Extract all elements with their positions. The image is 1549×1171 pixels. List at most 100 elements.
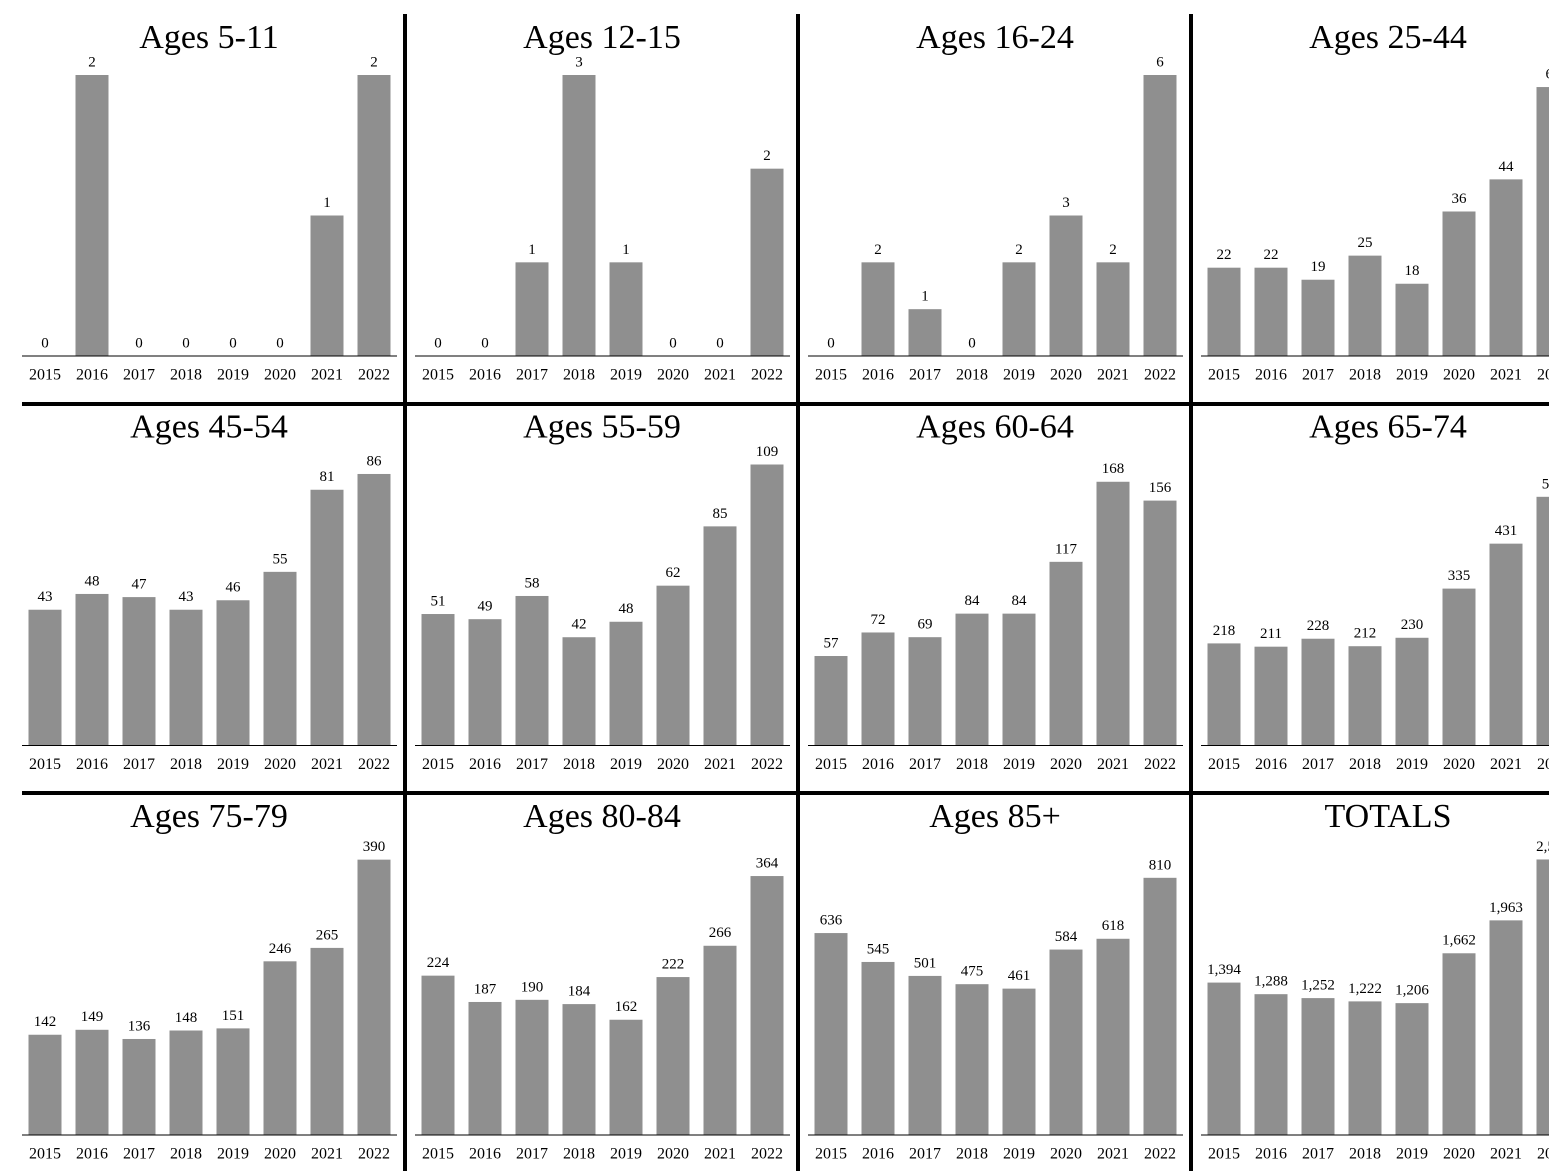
value-label: 2	[763, 148, 771, 164]
value-label: 265	[316, 927, 339, 943]
bar	[750, 464, 784, 746]
value-label: 1,963	[1489, 900, 1523, 916]
value-label: 62	[666, 565, 681, 581]
x-tick-label: 2022	[358, 756, 390, 773]
bar	[1254, 646, 1288, 746]
x-tick-label: 2020	[1443, 756, 1475, 773]
bar	[1096, 262, 1130, 356]
bar	[609, 1019, 643, 1135]
x-tick-label: 2021	[311, 367, 343, 384]
value-label: 1	[921, 289, 929, 305]
bar	[1143, 500, 1177, 746]
value-label: 211	[1260, 626, 1282, 642]
bar	[263, 961, 297, 1135]
bar	[955, 984, 989, 1135]
bar	[1049, 949, 1083, 1135]
x-tick-label: 2015	[422, 1146, 454, 1163]
x-tick-label: 2018	[563, 367, 595, 384]
bar	[609, 262, 643, 356]
x-tick-label: 2019	[610, 1146, 642, 1163]
x-tick-label: 2019	[610, 367, 642, 384]
x-tick-label: 2022	[1144, 1146, 1176, 1163]
bar	[908, 309, 942, 356]
chart-title: Ages 55-59	[523, 408, 681, 445]
value-label: 51	[431, 593, 446, 609]
value-label: 47	[132, 577, 148, 593]
bar	[216, 1028, 250, 1135]
value-label: 151	[222, 1008, 245, 1024]
x-tick-label: 2021	[704, 756, 736, 773]
x-tick-label: 2021	[1097, 1146, 1129, 1163]
value-label: 3	[1062, 195, 1070, 211]
value-label: 86	[367, 453, 383, 469]
x-tick-label: 2022	[1144, 756, 1176, 773]
bar	[861, 632, 895, 746]
value-label: 810	[1149, 857, 1172, 873]
x-tick-label: 2015	[422, 756, 454, 773]
bar	[814, 933, 848, 1135]
value-label: 57	[824, 635, 840, 651]
bar	[1254, 267, 1288, 356]
x-tick-label: 2017	[909, 367, 941, 384]
value-label: 46	[226, 580, 242, 596]
x-tick-label: 2018	[170, 1146, 202, 1163]
value-label: 25	[1358, 235, 1373, 251]
chart-title: Ages 80-84	[523, 798, 681, 835]
value-label: 42	[572, 617, 587, 633]
x-tick-label: 2016	[1255, 367, 1287, 384]
x-tick-label: 2020	[1050, 1146, 1082, 1163]
x-tick-label: 2015	[422, 367, 454, 384]
chart-title: Ages 25-44	[1309, 19, 1467, 56]
value-label: 44	[1499, 159, 1515, 175]
x-tick-label: 2017	[909, 756, 941, 773]
bar	[703, 526, 737, 746]
bar	[421, 614, 455, 746]
value-label: 18	[1405, 263, 1420, 279]
chart-title: Ages 45-54	[130, 408, 288, 445]
value-label: 168	[1102, 461, 1125, 477]
x-tick-label: 2017	[1302, 367, 1334, 384]
bar	[861, 961, 895, 1135]
value-label: 0	[229, 335, 237, 351]
value-label: 43	[179, 589, 194, 605]
bar	[1143, 877, 1177, 1135]
bar	[1002, 262, 1036, 356]
x-tick-label: 2022	[751, 367, 783, 384]
value-label: 85	[713, 506, 728, 522]
value-label: 109	[756, 444, 779, 460]
bar	[263, 571, 297, 746]
x-tick-label: 2017	[1302, 1146, 1334, 1163]
x-tick-label: 2015	[29, 1146, 61, 1163]
bar	[1489, 920, 1523, 1135]
value-label: 148	[175, 1010, 198, 1026]
bar	[1143, 75, 1177, 356]
x-tick-label: 2018	[956, 1146, 988, 1163]
value-label: 81	[320, 469, 335, 485]
bar	[421, 975, 455, 1135]
value-label: 364	[756, 855, 779, 871]
bar	[1536, 859, 1549, 1135]
x-tick-label: 2020	[657, 367, 689, 384]
value-label: 149	[81, 1009, 104, 1025]
value-label: 19	[1311, 259, 1326, 275]
bar	[122, 1038, 156, 1135]
bar	[310, 947, 344, 1135]
x-tick-label: 2019	[1003, 756, 1035, 773]
bar	[310, 215, 344, 356]
bar	[1002, 613, 1036, 746]
x-tick-label: 2015	[815, 756, 847, 773]
x-tick-label: 2019	[217, 756, 249, 773]
value-label: 2	[1015, 242, 1023, 258]
bar	[1442, 588, 1476, 746]
value-label: 49	[478, 599, 493, 615]
x-tick-label: 2016	[469, 1146, 501, 1163]
x-tick-label: 2022	[358, 1146, 390, 1163]
bar	[357, 75, 391, 356]
x-tick-label: 2018	[956, 367, 988, 384]
x-tick-label: 2021	[704, 367, 736, 384]
x-tick-label: 2017	[123, 756, 155, 773]
value-label: 545	[867, 941, 890, 957]
x-tick-label: 2021	[1097, 367, 1129, 384]
value-label: 1,222	[1348, 981, 1382, 997]
value-label: 2	[874, 242, 882, 258]
